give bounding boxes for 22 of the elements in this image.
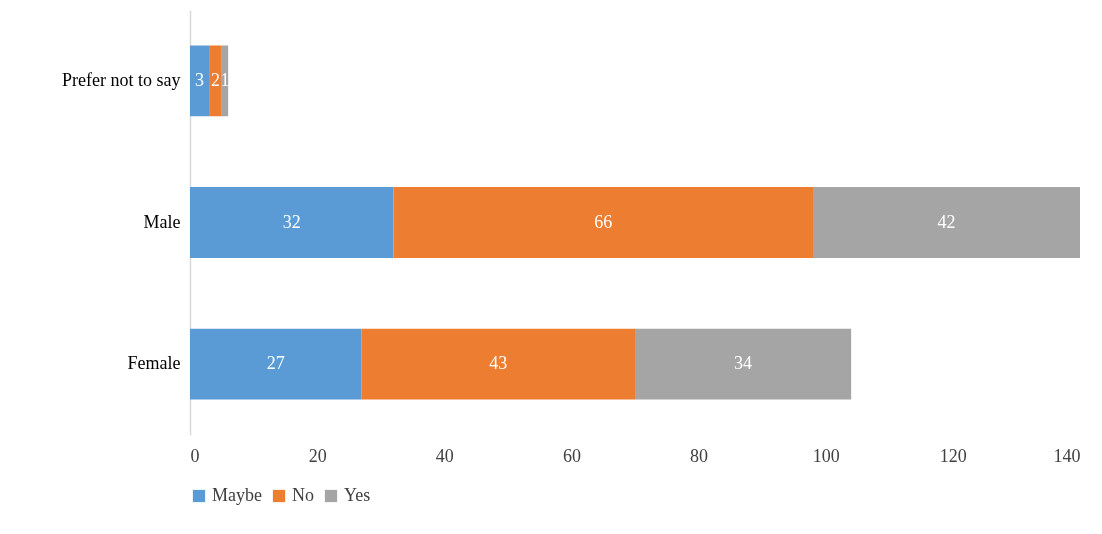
x-tick-label: 40 — [435, 445, 454, 466]
x-tick-label: 120 — [939, 445, 967, 466]
legend-label: No — [292, 485, 314, 505]
data-label: 27 — [266, 353, 285, 374]
data-label: 32 — [282, 211, 301, 232]
data-label: 34 — [734, 353, 753, 374]
data-label: 42 — [937, 211, 956, 232]
x-tick-label: 0 — [190, 445, 200, 466]
legend-label: Maybe — [212, 485, 262, 505]
y-tick-label: Male — [143, 211, 181, 232]
data-label: 43 — [489, 353, 508, 374]
data-label: 66 — [594, 211, 613, 232]
x-tick-label: 20 — [308, 445, 327, 466]
legend-label: Yes — [344, 485, 371, 505]
x-tick-label: 60 — [562, 445, 581, 466]
data-label: 3 — [195, 69, 205, 90]
x-tick-label: 80 — [690, 445, 709, 466]
x-tick-label: 140 — [1053, 445, 1081, 466]
y-tick-label: Prefer not to say — [62, 69, 181, 90]
x-tick-label: 100 — [812, 445, 840, 466]
data-label: 2 — [210, 69, 220, 90]
y-tick-label: Female — [127, 353, 181, 374]
